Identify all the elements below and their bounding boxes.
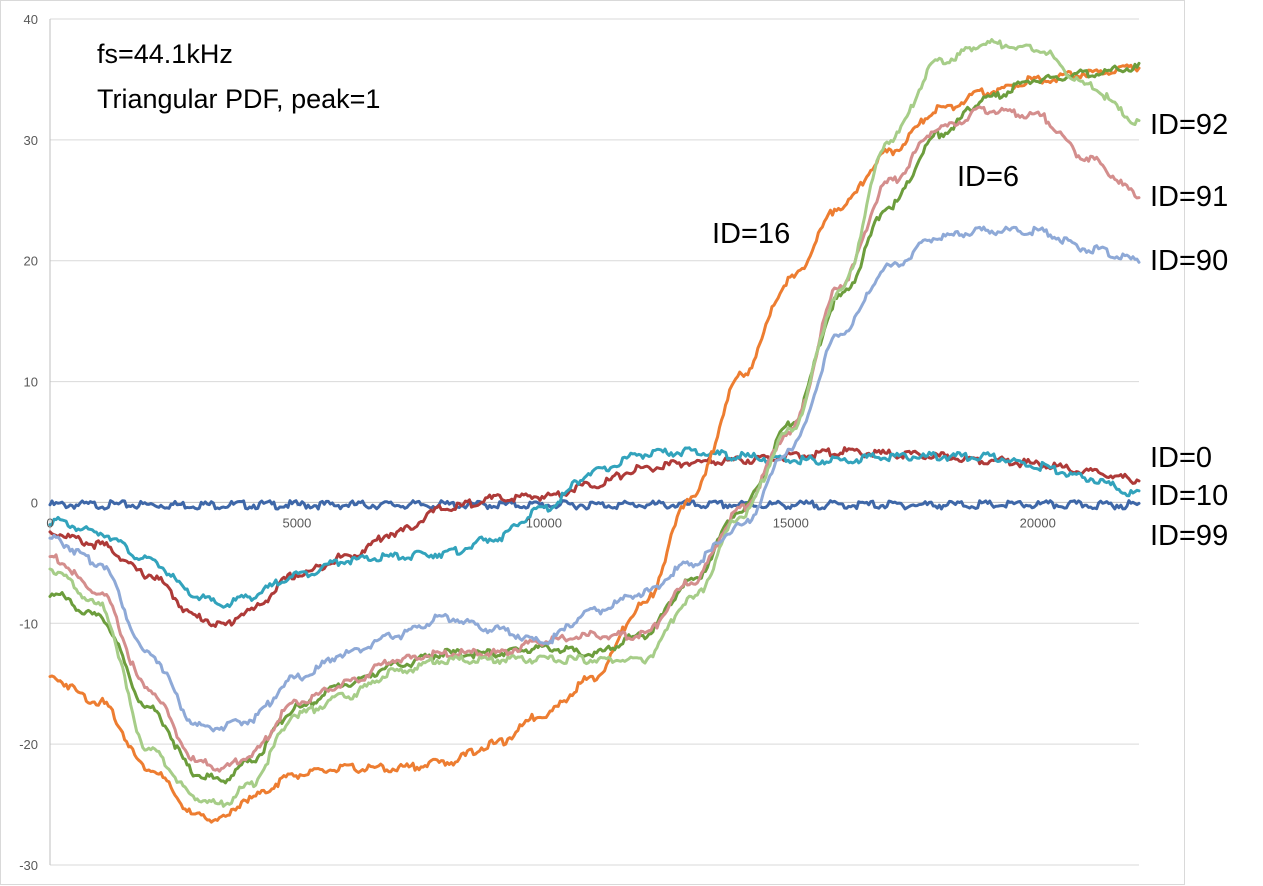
- annotations: fs=44.1kHz Triangular PDF, peak=1: [97, 39, 380, 114]
- x-tick-label: 10000: [526, 515, 562, 530]
- x-tick-label: 20000: [1020, 515, 1056, 530]
- series-line-id-16: [48, 63, 1141, 824]
- series-line-id-10: [48, 446, 1141, 628]
- y-tick-label: 20: [24, 254, 38, 269]
- y-tick-label: -30: [19, 858, 38, 873]
- chart-frame: [0, 0, 1185, 885]
- series-line-id-99: [48, 446, 1141, 609]
- series-label-id-91: ID=91: [1150, 181, 1228, 213]
- series-line-id-6: [48, 61, 1141, 785]
- x-tick-label: 5000: [282, 515, 311, 530]
- y-tick-label: -20: [19, 737, 38, 752]
- series-label-id-92: ID=92: [1150, 109, 1228, 141]
- series-label-id-6: ID=6: [957, 161, 1019, 193]
- series-label-id-90: ID=90: [1150, 245, 1228, 277]
- y-tick-label: 40: [24, 12, 38, 27]
- series-line-id-0: [48, 499, 1141, 511]
- y-tick-label: 0: [31, 495, 38, 510]
- y-tick-label: 30: [24, 133, 38, 148]
- series-line-id-91: [48, 105, 1141, 773]
- x-tick-label: 15000: [773, 515, 809, 530]
- series-line-id-92: [48, 38, 1141, 808]
- series-label-id-0: ID=0: [1150, 442, 1212, 474]
- tick-labels: 40 30 20 10 0 -10 -20 -30 0 5000 10000 15000 20000: [19, 12, 1056, 873]
- annotation-pdf: Triangular PDF, peak=1: [97, 84, 380, 114]
- series-label-id-16: ID=16: [712, 218, 790, 250]
- series-labels: ID=92 ID=91 ID=90 ID=0 ID=10 ID=99 ID=16 ID=6: [712, 109, 1228, 552]
- y-tick-label: -10: [19, 616, 38, 631]
- series-layer: [48, 38, 1141, 824]
- series-label-id-10: ID=10: [1150, 480, 1228, 512]
- series-line-id-90: [48, 225, 1141, 733]
- annotation-sample-rate: fs=44.1kHz: [97, 39, 233, 69]
- series-label-id-99: ID=99: [1150, 520, 1228, 552]
- y-tick-label: 10: [24, 375, 38, 390]
- x-tick-label: 0: [46, 515, 53, 530]
